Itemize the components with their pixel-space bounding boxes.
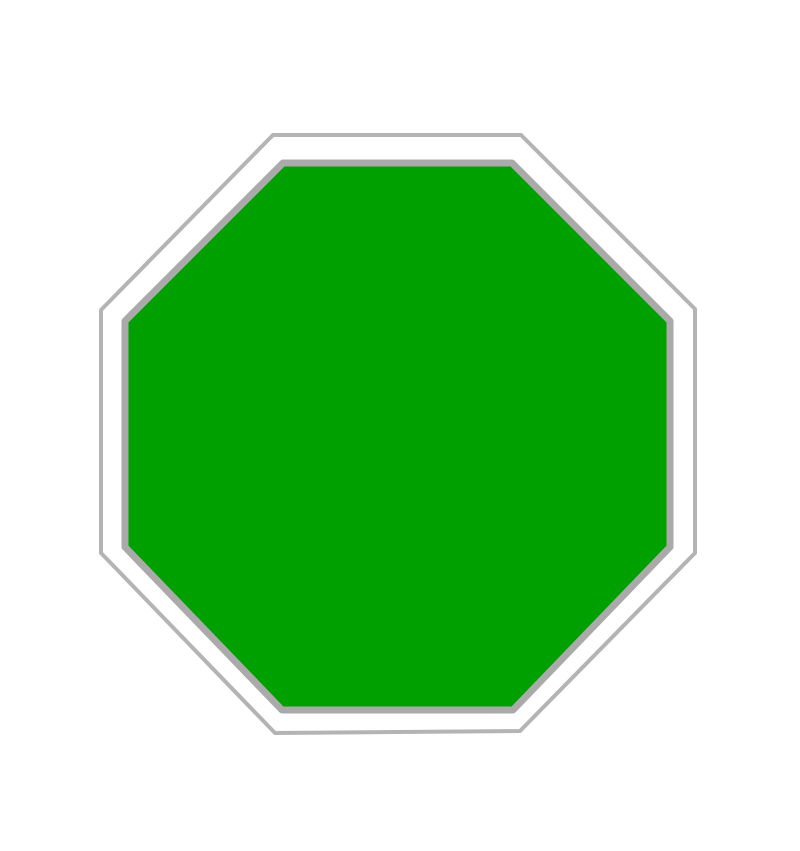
sign-green-face bbox=[121, 159, 674, 714]
octagon-sign bbox=[99, 133, 697, 735]
